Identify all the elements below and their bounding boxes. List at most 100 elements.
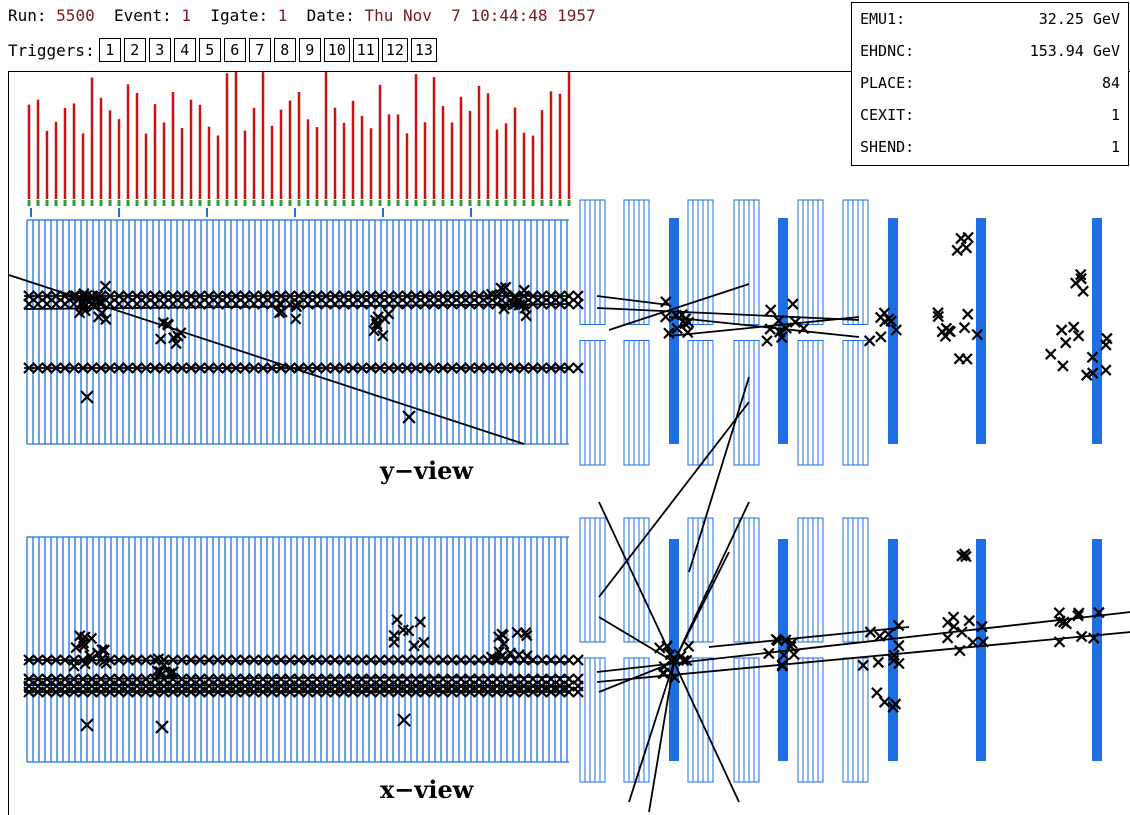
- module-cell: [707, 657, 714, 783]
- hit-marker: [1054, 615, 1066, 627]
- trigger-button-2[interactable]: 2: [123, 38, 146, 62]
- green-marker: [378, 200, 382, 206]
- hit-marker: [1057, 616, 1070, 628]
- hit-marker: [942, 325, 955, 337]
- hit-marker: [464, 362, 476, 374]
- module-cell: [748, 657, 755, 783]
- hit-marker: [419, 654, 431, 666]
- hit-marker: [374, 298, 386, 310]
- hit-marker: [857, 659, 869, 672]
- hit-marker: [963, 614, 975, 627]
- hit-marker: [347, 362, 359, 374]
- module-cell: [807, 657, 814, 783]
- hit-marker: [293, 654, 305, 666]
- module-cell: [857, 340, 864, 466]
- hit-marker: [239, 298, 251, 310]
- hit-marker: [961, 353, 973, 365]
- track-line: [598, 401, 750, 598]
- green-marker: [180, 200, 184, 206]
- hit-marker: [365, 298, 377, 310]
- hit-marker: [473, 654, 485, 666]
- module-cell: [628, 657, 635, 783]
- hit-marker: [518, 686, 530, 698]
- hit-marker: [356, 686, 368, 698]
- module-cell: [797, 199, 804, 325]
- module-cell: [594, 340, 601, 466]
- hit-marker: [149, 654, 161, 666]
- hit-marker: [493, 646, 506, 658]
- hit-marker: [787, 298, 799, 310]
- hit-marker: [23, 298, 35, 310]
- module-cell: [812, 340, 819, 466]
- hit-marker: [311, 686, 323, 698]
- hit-marker: [572, 654, 584, 666]
- hit-marker: [23, 654, 35, 666]
- module-cell: [697, 340, 704, 466]
- module-cell: [697, 199, 704, 325]
- hit-marker: [893, 639, 905, 652]
- track-line: [673, 661, 740, 803]
- info-name: EMU1:: [860, 10, 906, 28]
- hit-marker: [221, 298, 233, 310]
- info-panel: EMU1: 32.25 GeV EHDNC: 153.94 GeV PLACE: 84 CE…: [851, 2, 1129, 166]
- hit-marker: [157, 316, 170, 329]
- green-marker: [153, 200, 157, 206]
- trigger-button-3[interactable]: 3: [148, 38, 171, 62]
- hit-marker: [572, 362, 584, 374]
- hit-marker: [365, 686, 377, 698]
- hit-marker: [563, 362, 575, 374]
- x-view-label: x−view: [380, 775, 474, 804]
- hit-marker: [401, 654, 413, 666]
- hit-marker: [158, 686, 170, 698]
- module-cell: [628, 340, 635, 466]
- module-cell: [852, 657, 859, 783]
- trigger-button-13[interactable]: 13: [410, 38, 437, 62]
- hit-marker: [882, 628, 895, 641]
- green-marker: [279, 200, 283, 206]
- trigger-button-12[interactable]: 12: [381, 38, 408, 62]
- date-value: Thu Nov 7 10:44:48 1957: [364, 6, 596, 25]
- trigger-button-8[interactable]: 8: [273, 38, 296, 62]
- hit-marker: [41, 686, 53, 698]
- hit-marker: [77, 640, 90, 653]
- module-cell: [748, 517, 755, 643]
- hit-marker: [554, 654, 566, 666]
- module-cell: [807, 517, 814, 643]
- hit-marker: [1059, 336, 1072, 349]
- trigger-button-6[interactable]: 6: [223, 38, 246, 62]
- trigger-button-9[interactable]: 9: [298, 38, 321, 62]
- hit-marker: [437, 362, 449, 374]
- trigger-button-4[interactable]: 4: [173, 38, 196, 62]
- hit-marker: [149, 362, 161, 374]
- trigger-button-5[interactable]: 5: [198, 38, 221, 62]
- hit-marker: [1099, 364, 1112, 376]
- run-value: 5500: [56, 6, 95, 25]
- hit-marker: [676, 308, 688, 321]
- green-marker: [288, 200, 292, 206]
- hit-marker: [230, 362, 242, 374]
- hit-marker: [289, 299, 302, 312]
- green-marker: [198, 200, 202, 206]
- hit-marker: [521, 650, 533, 662]
- hit-marker: [402, 410, 416, 424]
- hit-marker: [347, 686, 359, 698]
- module-cell: [692, 340, 699, 466]
- hit-marker: [892, 619, 905, 632]
- module-cell: [797, 517, 804, 643]
- trigger-button-7[interactable]: 7: [248, 38, 271, 62]
- hit-marker: [122, 362, 134, 374]
- trigger-button-1[interactable]: 1: [98, 38, 121, 62]
- hit-marker: [948, 620, 960, 633]
- track-line: [708, 626, 910, 648]
- trigger-button-11[interactable]: 11: [352, 38, 379, 62]
- track-line: [688, 376, 750, 573]
- green-marker: [324, 200, 328, 206]
- hit-marker: [203, 654, 215, 666]
- hit-marker: [79, 304, 91, 317]
- trigger-button-10[interactable]: 10: [323, 38, 350, 62]
- info-value: 32.25 GeV: [1038, 10, 1120, 28]
- green-marker: [567, 200, 571, 206]
- hit-marker: [958, 321, 971, 334]
- hit-marker: [221, 654, 233, 666]
- hit-marker: [370, 318, 383, 330]
